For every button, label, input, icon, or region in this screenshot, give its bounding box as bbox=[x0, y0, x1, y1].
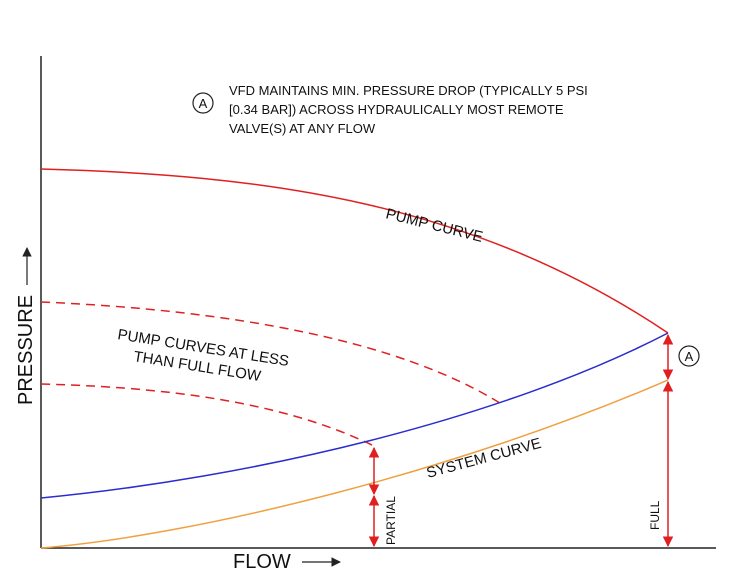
pump-curve-reduced-2 bbox=[40, 383, 375, 447]
marker-right: A bbox=[685, 349, 694, 364]
y-axis-title: PRESSURE bbox=[15, 295, 37, 405]
x-axis-title: FLOW bbox=[233, 551, 291, 571]
annotation-marker-circle bbox=[192, 92, 214, 114]
partial-label: PARTIAL bbox=[384, 496, 398, 545]
pump-curve-label: PUMP CURVE bbox=[384, 205, 485, 246]
system-curve bbox=[40, 379, 669, 549]
annotation-line-3: VALVE(S) AT ANY FLOW bbox=[229, 121, 376, 136]
pump-curve-reduced-1 bbox=[40, 301, 504, 406]
annotation-line-2: [0.34 BAR]) ACROSS HYDRAULICALLY MOST RE… bbox=[229, 102, 564, 117]
marker-right-circle bbox=[678, 345, 700, 367]
pump-curve bbox=[40, 168, 669, 334]
system-curve-label: SYSTEM CURVE bbox=[425, 435, 543, 482]
full-label: FULL bbox=[648, 500, 662, 530]
annotation-marker: A bbox=[199, 96, 208, 111]
annotation: A VFD MAINTAINS MIN. PRESSURE DROP (TYPI… bbox=[192, 83, 588, 136]
operating-curve bbox=[40, 332, 669, 499]
annotation-line-1: VFD MAINTAINS MIN. PRESSURE DROP (TYPICA… bbox=[229, 83, 588, 98]
